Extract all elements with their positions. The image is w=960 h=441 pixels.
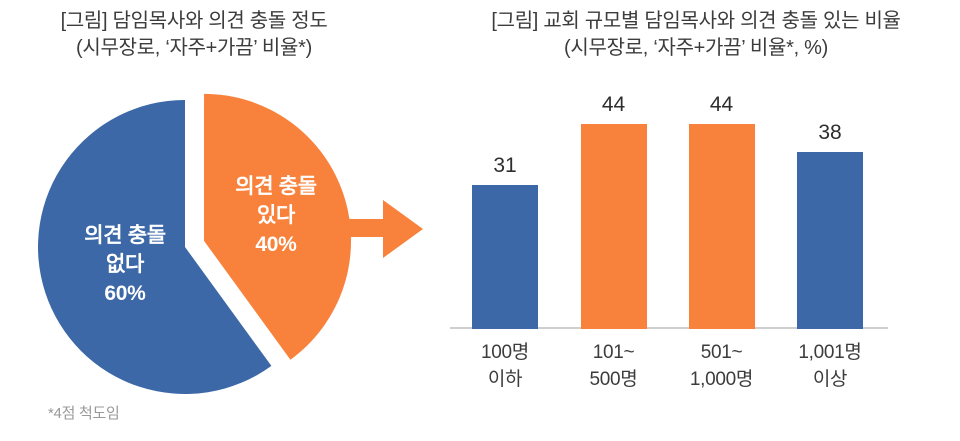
bar-2: [688, 123, 755, 329]
footnote: *4점 척도임: [48, 405, 120, 422]
bar-chart-title-line1: [그림] 교회 규모별 담임목사와 의견 충돌 있는 비율: [491, 10, 901, 32]
pie-slice-1: [37, 100, 272, 395]
bar-chart-title: [그림] 교회 규모별 담임목사와 의견 충돌 있는 비율 (시무장로, ‘자주…: [452, 8, 940, 62]
bar-0: [472, 184, 538, 329]
bar-value-label-2: 44: [709, 92, 734, 116]
pie-slice-0: [204, 93, 352, 360]
bar-category-line: 이상: [812, 369, 848, 390]
bar-category-line: 이하: [487, 369, 523, 390]
bar-category-line: 1,001명: [798, 342, 862, 363]
bar-category-line: 1,000명: [689, 369, 754, 390]
bar-value-label-0: 31: [493, 153, 517, 177]
pie-chart: [37, 93, 423, 395]
bar-value-label-3: 38: [818, 120, 842, 144]
bar-1: [580, 123, 647, 329]
bar-category-line: 100명: [481, 342, 529, 363]
bar-value-label-1: 44: [601, 92, 626, 116]
pie-chart-title-line2: (시무장로, ‘자주+가끔’ 비율*): [76, 37, 312, 59]
bar-category-label-1: 101~ 500명: [564, 339, 664, 393]
callout-arrow-icon: [340, 200, 423, 258]
x-axis-line: [450, 327, 888, 329]
pie-chart-title-line1: [그림] 담임목사와 의견 충돌 정도: [60, 10, 328, 32]
bar-category-line: 501~: [700, 342, 743, 363]
bar-category-line: 500명: [589, 369, 638, 390]
bar-3: [797, 151, 863, 329]
bar-chart-title-line2: (시무장로, ‘자주+가끔’ 비율*, %): [564, 37, 828, 59]
pie-chart-title: [그림] 담임목사와 의견 충돌 정도 (시무장로, ‘자주+가끔’ 비율*): [33, 8, 355, 62]
bar-category-label-2: 501~ 1,000명: [672, 339, 772, 393]
bar-category-line: 101~: [592, 342, 635, 363]
